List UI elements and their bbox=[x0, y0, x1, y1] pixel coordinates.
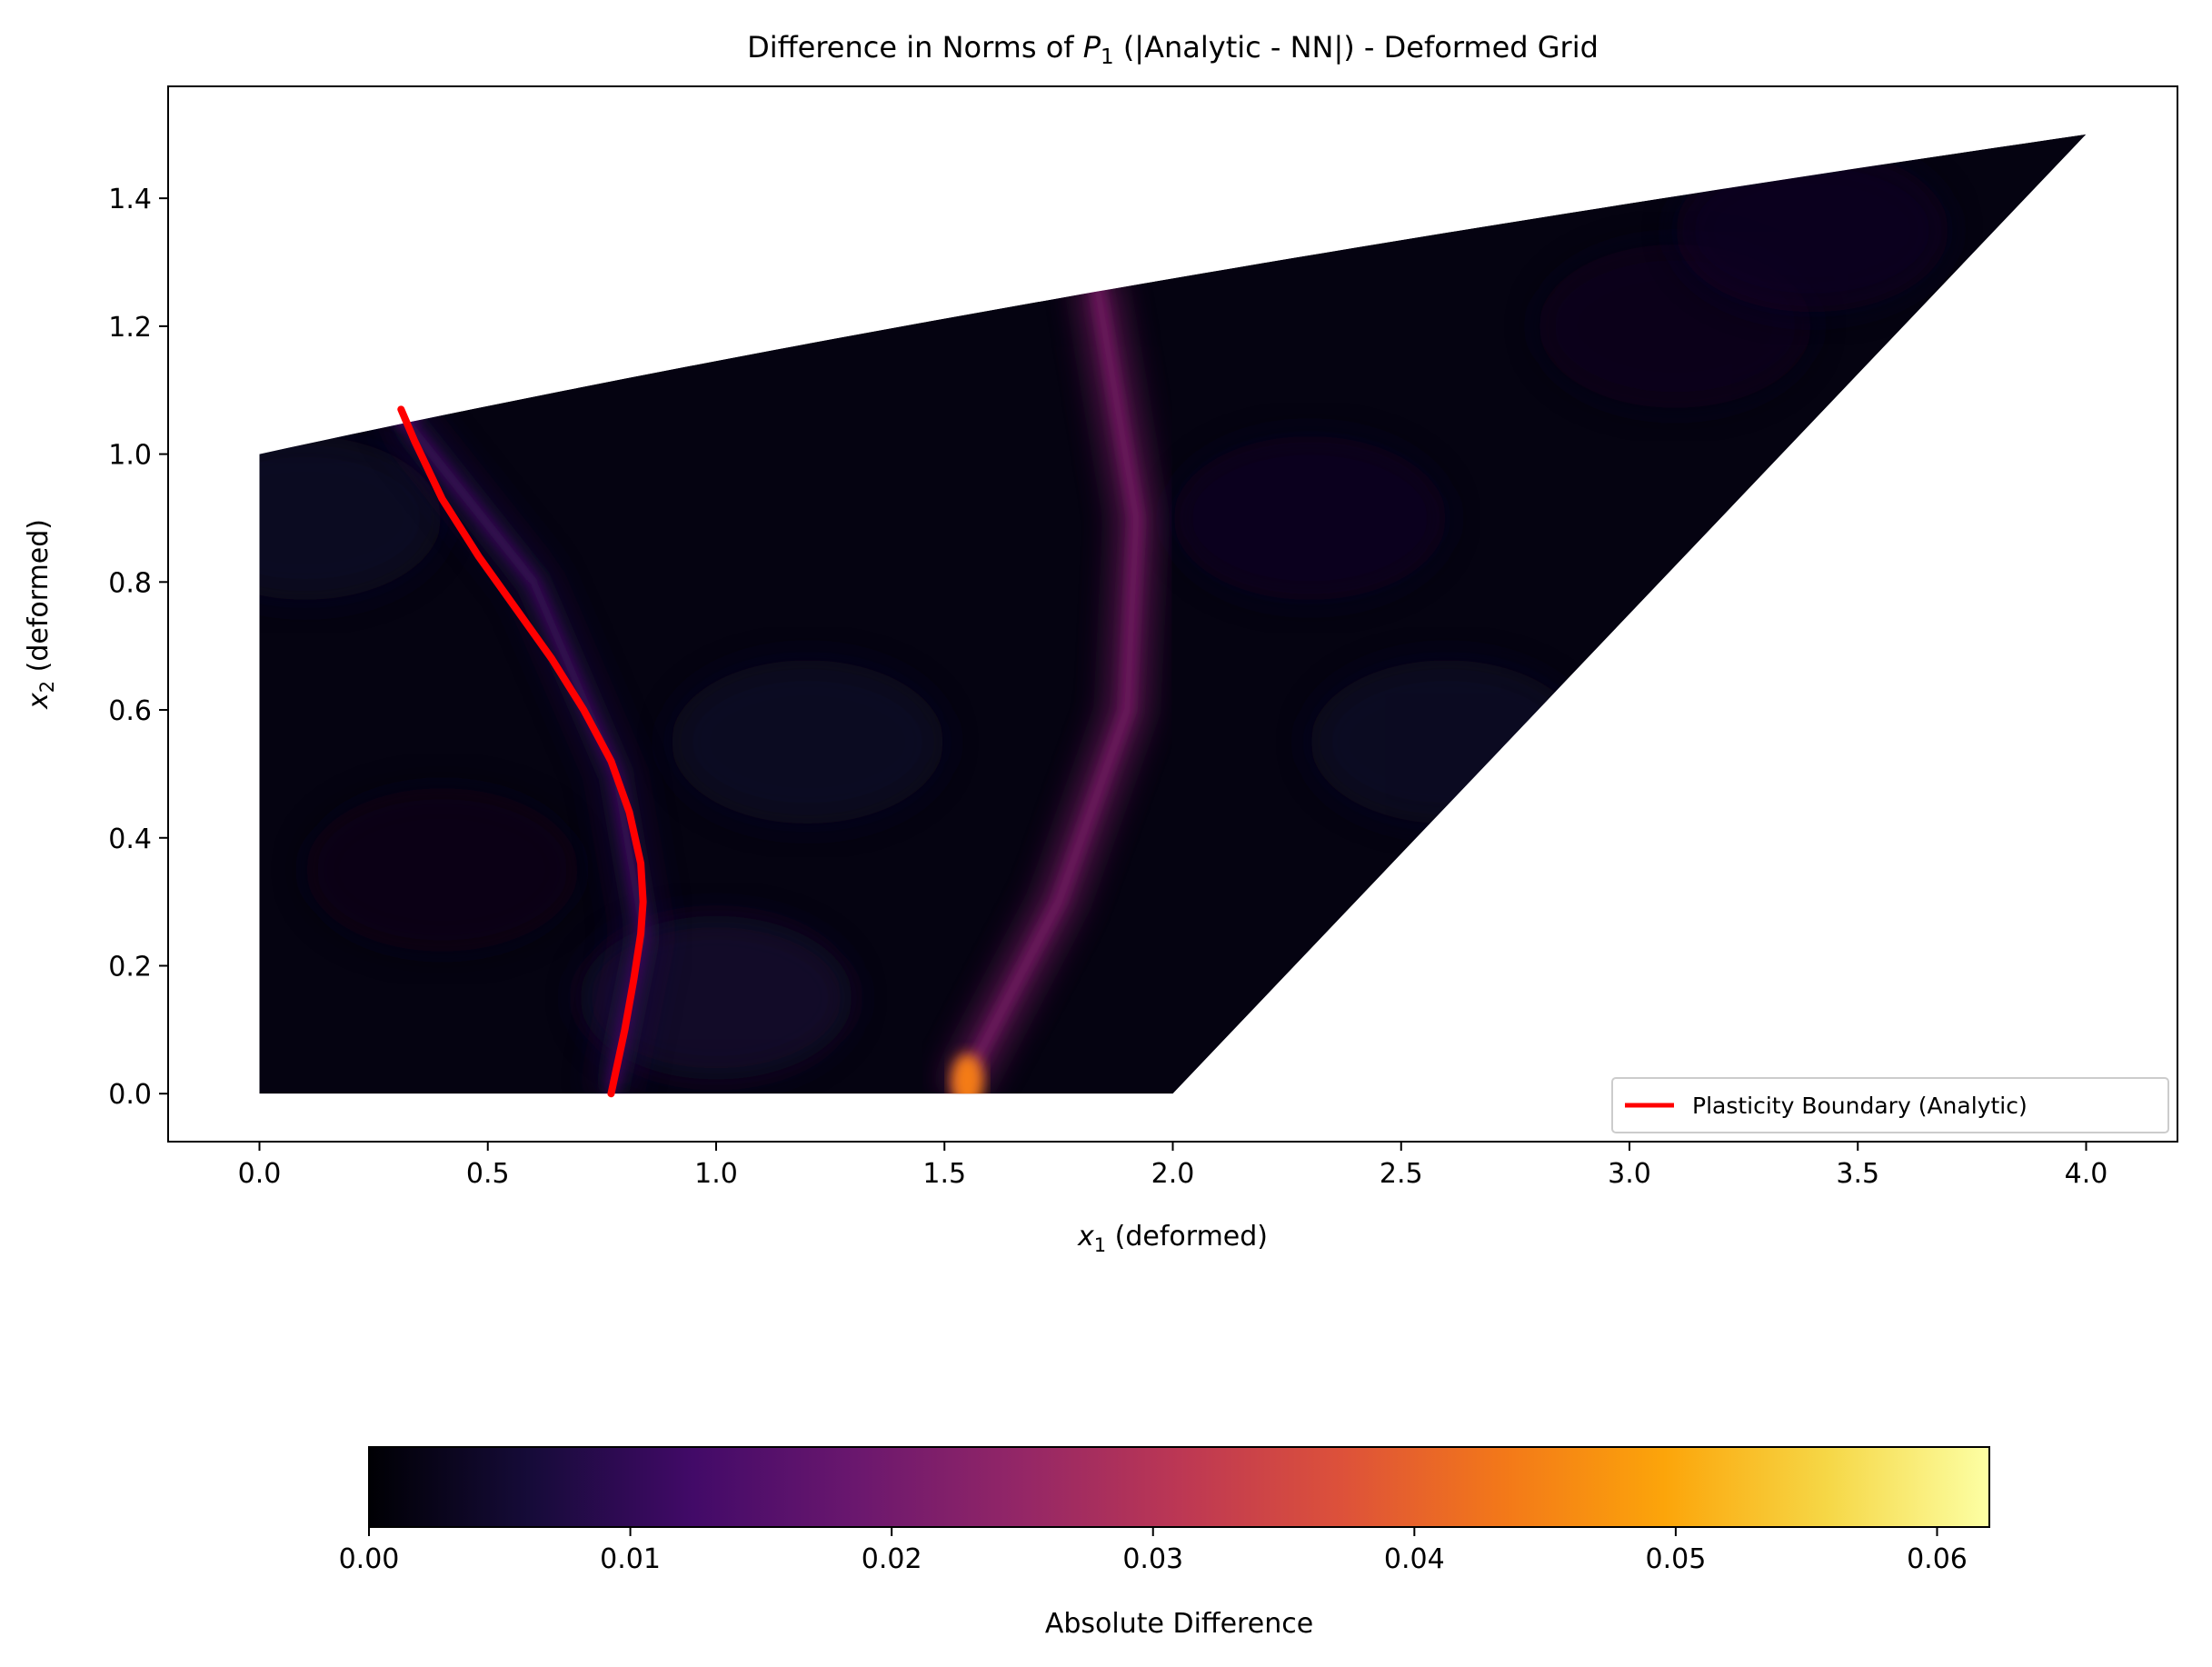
y-tick-label: 1.4 bbox=[108, 184, 152, 215]
colorbar-tick-label: 0.05 bbox=[1646, 1543, 1707, 1575]
colorbar-tick-label: 0.00 bbox=[339, 1543, 400, 1575]
x-tick-label: 2.0 bbox=[1151, 1158, 1195, 1190]
colorbar: 0.00 0.01 0.02 0.03 0.04 0.05 0.06 Absolute Di… bbox=[339, 1446, 1990, 1640]
colorbar-gradient bbox=[368, 1446, 1990, 1528]
x-axis-label: x1 (deformed) bbox=[1077, 1221, 1268, 1256]
colorbar-tick-label: 0.03 bbox=[1122, 1543, 1183, 1575]
heatmap-blob-0 bbox=[305, 787, 579, 952]
y-tick-label: 0.8 bbox=[108, 567, 152, 599]
x-tick-label: 1.5 bbox=[922, 1158, 966, 1190]
y-tick-label: 0.2 bbox=[108, 952, 152, 983]
y-axis-label: x2 (deformed) bbox=[23, 519, 58, 710]
x-axis-label-symbol: x bbox=[1077, 1221, 1094, 1253]
y-tick-label: 0.0 bbox=[108, 1079, 152, 1111]
x-tick-label: 0.0 bbox=[238, 1158, 282, 1190]
x-axis-label-subscript: 1 bbox=[1094, 1234, 1106, 1256]
x-tick-label: 0.5 bbox=[466, 1158, 510, 1190]
x-axis-ticks: 0.0 0.5 1.0 1.5 2.0 2.5 3.0 3.5 4.0 bbox=[238, 1142, 2108, 1190]
heatmap-band-0 bbox=[953, 274, 1141, 1094]
y-tick-label: 1.2 bbox=[108, 312, 152, 344]
heatmap-blob-7 bbox=[1676, 148, 1948, 313]
legend-box bbox=[1611, 1077, 2169, 1133]
colorbar-tick-label: 0.01 bbox=[600, 1543, 661, 1575]
heatmap-blob-1 bbox=[671, 660, 944, 824]
y-tick-label: 0.4 bbox=[108, 824, 152, 855]
colorbar-label: Absolute Difference bbox=[1045, 1608, 1313, 1640]
colorbar-ticks: 0.00 0.01 0.02 0.03 0.04 0.05 0.06 bbox=[339, 1527, 1968, 1575]
x-tick-label: 2.5 bbox=[1380, 1158, 1423, 1190]
x-tick-label: 4.0 bbox=[2065, 1158, 2108, 1190]
chart-title-symbol: P bbox=[1083, 30, 1101, 65]
heatmap-blob-6 bbox=[259, 435, 442, 600]
chart-title-prefix: Difference in Norms of bbox=[747, 30, 1083, 65]
x-tick-label: 3.5 bbox=[1836, 1158, 1879, 1190]
y-tick-label: 0.6 bbox=[108, 695, 152, 727]
chart-title-subscript: 1 bbox=[1101, 45, 1114, 69]
series-line-0 bbox=[397, 405, 647, 1098]
heatmap-blob-2 bbox=[1173, 435, 1447, 600]
colorbar-tick-label: 0.06 bbox=[1907, 1543, 1968, 1575]
legend: Plasticity Boundary (Analytic) bbox=[1611, 1077, 2169, 1133]
colorbar-tick-label: 0.04 bbox=[1384, 1543, 1445, 1575]
chart-title: Difference in Norms of P1 (|Analytic - N… bbox=[747, 30, 1599, 69]
x-axis-label-text: (deformed) bbox=[1106, 1221, 1268, 1253]
heatmap-band-peak-0 bbox=[951, 1053, 984, 1094]
x-tick-label: 1.0 bbox=[694, 1158, 738, 1190]
plot-area: 0.0 0.5 1.0 1.5 2.0 2.5 3.0 3.5 4.0 0.0 0.2 0.4 0.6… bbox=[108, 85, 2178, 1190]
colorbar-tick-label: 0.02 bbox=[862, 1543, 922, 1575]
heatmap-domain bbox=[259, 134, 2087, 1094]
chart-title-suffix: (|Analytic - NN|) - Deformed Grid bbox=[1114, 30, 1599, 65]
y-axis-label-symbol: x bbox=[23, 693, 55, 710]
series-layer bbox=[397, 405, 647, 1098]
x-tick-label: 3.0 bbox=[1608, 1158, 1651, 1190]
y-tick-label: 1.0 bbox=[108, 440, 152, 472]
y-axis-ticks: 0.0 0.2 0.4 0.6 0.8 1.0 1.2 1.4 bbox=[108, 184, 168, 1111]
legend-label: Plasticity Boundary (Analytic) bbox=[1692, 1093, 2028, 1119]
y-axis-label-text: (deformed) bbox=[23, 519, 55, 681]
y-axis-label-subscript: 2 bbox=[36, 681, 58, 693]
